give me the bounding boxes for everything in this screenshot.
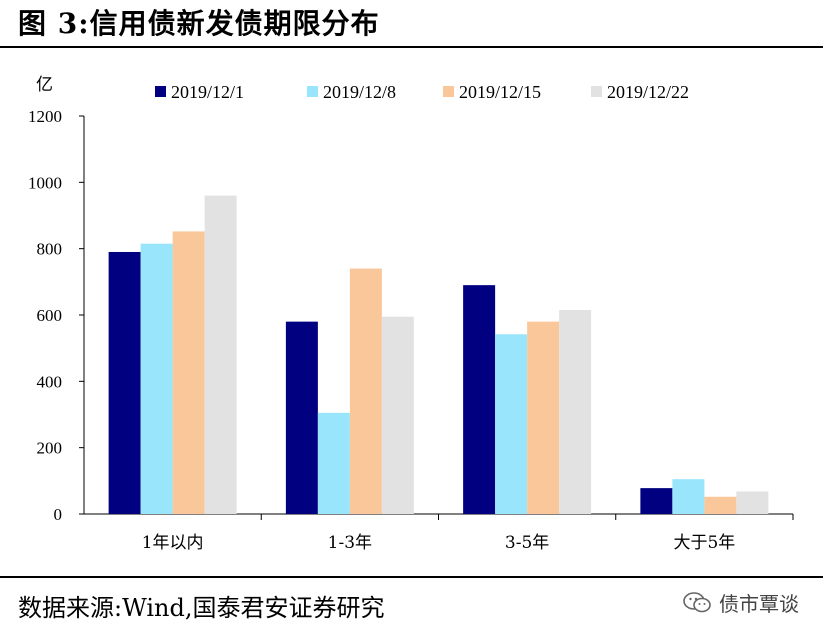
y-tick-label: 200 xyxy=(37,439,63,458)
chart-bars xyxy=(108,195,769,515)
x-category-label: 3-5年 xyxy=(505,533,549,553)
bar-2019-12-8-1 xyxy=(317,412,350,514)
y-tick-label: 0 xyxy=(54,505,63,524)
bar-2019-12-15-2 xyxy=(527,321,560,514)
bar-2019-12-22-2 xyxy=(559,310,592,514)
bar-2019-12-8-3 xyxy=(672,479,705,514)
y-tick-label: 600 xyxy=(37,306,63,325)
bar-2019-12-8-0 xyxy=(140,243,173,515)
bar-2019-12-15-1 xyxy=(349,268,382,514)
figure-title: 图 3:信用债新发债期限分布 xyxy=(18,7,380,40)
x-category-label: 大于5年 xyxy=(673,533,735,553)
bar-2019-12-1-1 xyxy=(285,321,318,514)
legend-label: 2019/12/1 xyxy=(171,82,244,102)
x-category-label: 1年以内 xyxy=(142,533,204,553)
bar-2019-12-22-0 xyxy=(204,195,237,514)
bar-2019-12-1-0 xyxy=(108,251,141,514)
chart-axes: 0 200 400 600 800 1000 1200 1年以内 1-3年 3-5年 大于5年 xyxy=(28,107,794,553)
wechat-icon xyxy=(683,591,711,612)
legend-swatch xyxy=(155,86,166,97)
footer-divider xyxy=(0,576,823,578)
y-tick-label: 1200 xyxy=(28,107,62,126)
legend-swatch xyxy=(591,86,602,97)
legend-label: 2019/12/22 xyxy=(607,82,689,102)
watermark-text: 债市覃谈 xyxy=(719,592,799,616)
bar-2019-12-15-3 xyxy=(704,496,737,514)
bar-2019-12-22-1 xyxy=(381,316,414,514)
source-note: 数据来源:Wind,国泰君安证券研究 xyxy=(18,594,385,622)
bar-2019-12-15-0 xyxy=(172,231,205,515)
legend-swatch xyxy=(443,86,454,97)
title-divider xyxy=(0,46,823,48)
y-tick-label: 400 xyxy=(37,372,63,391)
bar-2019-12-1-2 xyxy=(463,285,496,514)
bar-2019-12-1-3 xyxy=(640,488,673,514)
watermark: 债市覃谈 xyxy=(683,588,799,617)
bar-2019-12-8-2 xyxy=(495,334,528,514)
y-tick-label: 800 xyxy=(37,240,63,259)
legend-label: 2019/12/15 xyxy=(459,82,541,102)
y-axis-unit-label: 亿 xyxy=(36,75,53,95)
legend-swatch xyxy=(307,86,318,97)
legend-label: 2019/12/8 xyxy=(323,82,396,102)
y-tick-label: 1000 xyxy=(28,173,62,192)
bar-2019-12-22-3 xyxy=(736,491,769,514)
chart-legend: 2019/12/1 2019/12/8 2019/12/15 2019/12/22 xyxy=(155,82,689,102)
bar-chart: 亿 2019/12/1 2019/12/8 2019/12/15 2019/12/22… xyxy=(28,75,794,553)
x-category-label: 1-3年 xyxy=(328,533,372,553)
